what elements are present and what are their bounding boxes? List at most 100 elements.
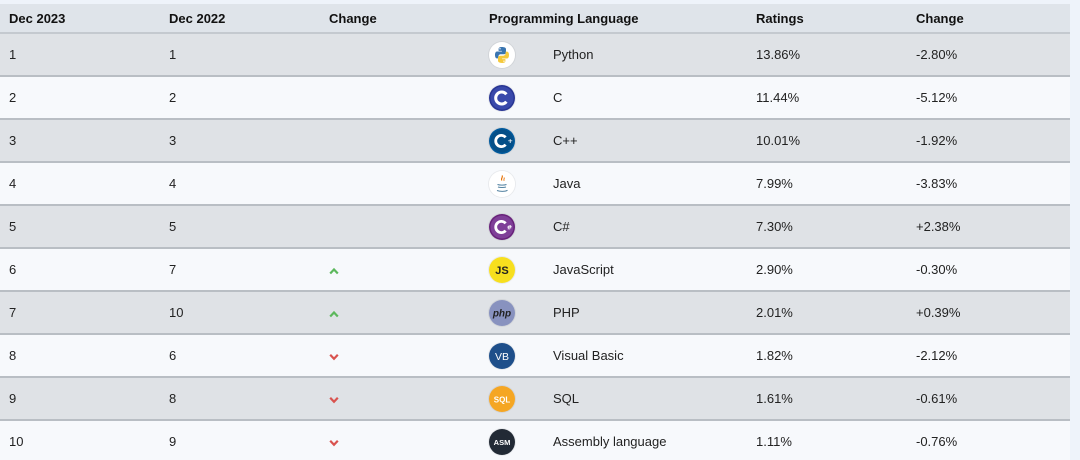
visual-basic-icon: VB [489, 342, 515, 369]
rating-change: +2.38% [907, 205, 1070, 249]
table-row: 6 7 JS JavaScript 2.90% -0.30% [0, 248, 1070, 292]
rating-value: 11.44% [747, 76, 907, 120]
java-icon [489, 170, 515, 197]
table-row: 8 6 VB Visual Basic 1.82% -2.12% [0, 334, 1070, 378]
language-icon-cell: + [480, 119, 544, 163]
rating-change: -0.61% [907, 377, 1070, 421]
rank-2022: 3 [160, 119, 320, 163]
rating-change: +0.39% [907, 291, 1070, 335]
rank-2022: 7 [160, 248, 320, 292]
language-name[interactable]: C [544, 76, 747, 120]
rating-change: -0.30% [907, 248, 1070, 292]
table-row: 1 1 Python 13.86% -2.80% [0, 33, 1070, 77]
rank-2022: 4 [160, 162, 320, 206]
language-name[interactable]: Visual Basic [544, 334, 747, 378]
table-row: 5 5 # C# 7.30% +2.38% [0, 205, 1070, 249]
arrow-down-icon [329, 439, 339, 447]
javascript-icon: JS [489, 256, 515, 283]
rating-change: -0.76% [907, 420, 1070, 460]
rank-2022: 2 [160, 76, 320, 120]
rank-2022: 1 [160, 33, 320, 77]
language-icon-cell: SQL [480, 377, 544, 421]
rating-change: -2.12% [907, 334, 1070, 378]
table-row: 4 4 Java 7.99% -3.83% [0, 162, 1070, 206]
language-name[interactable]: Java [544, 162, 747, 206]
rating-value: 10.01% [747, 119, 907, 163]
trend-cell [320, 162, 480, 206]
rating-change: -2.80% [907, 33, 1070, 77]
language-icon-cell: JS [480, 248, 544, 292]
table-row: 2 2 C 11.44% -5.12% [0, 76, 1070, 120]
header-change[interactable]: Change [320, 4, 480, 34]
language-name[interactable]: C# [544, 205, 747, 249]
arrow-up-icon [329, 267, 339, 275]
ranking-table: Dec 2023 Dec 2022 Change Programming Lan… [0, 4, 1070, 460]
svg-text:JS: JS [495, 265, 508, 277]
rank-2022: 8 [160, 377, 320, 421]
rank-2022: 9 [160, 420, 320, 460]
rank-2022: 10 [160, 291, 320, 335]
table-header-row: Dec 2023 Dec 2022 Change Programming Lan… [0, 4, 1070, 34]
table-row: 7 10 php PHP 2.01% +0.39% [0, 291, 1070, 335]
rating-value: 7.99% [747, 162, 907, 206]
assembly-icon: ASM [489, 428, 515, 455]
trend-cell [320, 119, 480, 163]
language-name[interactable]: JavaScript [544, 248, 747, 292]
c-icon [489, 84, 515, 111]
rank-2023: 7 [0, 291, 160, 335]
csharp-icon: # [489, 213, 515, 240]
language-icon-cell [480, 33, 544, 77]
trend-cell [320, 248, 480, 292]
language-icon-cell: php [480, 291, 544, 335]
language-name[interactable]: Assembly language [544, 420, 747, 460]
trend-cell [320, 33, 480, 77]
header-dec-2022[interactable]: Dec 2022 [160, 4, 320, 34]
rating-change: -3.83% [907, 162, 1070, 206]
php-icon: php [489, 299, 515, 326]
header-rating-change[interactable]: Change [907, 4, 1070, 34]
rating-value: 7.30% [747, 205, 907, 249]
rating-value: 13.86% [747, 33, 907, 77]
rank-2023: 5 [0, 205, 160, 249]
rating-value: 1.82% [747, 334, 907, 378]
language-name[interactable]: PHP [544, 291, 747, 335]
rank-2023: 2 [0, 76, 160, 120]
rank-2023: 4 [0, 162, 160, 206]
python-icon [489, 41, 515, 68]
header-dec-2023[interactable]: Dec 2023 [0, 4, 160, 34]
trend-cell [320, 334, 480, 378]
language-name[interactable]: Python [544, 33, 747, 77]
language-icon-cell [480, 162, 544, 206]
rating-change: -1.92% [907, 119, 1070, 163]
language-icon-cell: # [480, 205, 544, 249]
rating-change: -5.12% [907, 76, 1070, 120]
rating-value: 1.11% [747, 420, 907, 460]
rank-2023: 9 [0, 377, 160, 421]
rating-value: 1.61% [747, 377, 907, 421]
rank-2023: 8 [0, 334, 160, 378]
sql-icon: SQL [489, 385, 515, 412]
svg-text:+: + [508, 137, 513, 145]
language-icon-cell: VB [480, 334, 544, 378]
svg-text:ASM: ASM [494, 438, 511, 447]
language-icon-cell: ASM [480, 420, 544, 460]
cpp-icon: + [489, 127, 515, 154]
svg-text:SQL: SQL [494, 395, 511, 404]
rating-value: 2.01% [747, 291, 907, 335]
language-icon-cell [480, 76, 544, 120]
header-programming-language[interactable]: Programming Language [480, 4, 747, 34]
rank-2023: 6 [0, 248, 160, 292]
header-ratings[interactable]: Ratings [747, 4, 907, 34]
arrow-up-icon [329, 310, 339, 318]
arrow-down-icon [329, 396, 339, 404]
language-name[interactable]: SQL [544, 377, 747, 421]
svg-text:#: # [507, 223, 512, 231]
rank-2022: 5 [160, 205, 320, 249]
rank-2023: 1 [0, 33, 160, 77]
table-body: 1 1 Python 13.86% -2.80% 2 2 C 11.44% -5… [0, 33, 1070, 460]
rank-2023: 10 [0, 420, 160, 460]
language-name[interactable]: C++ [544, 119, 747, 163]
arrow-down-icon [329, 353, 339, 361]
rank-2023: 3 [0, 119, 160, 163]
trend-cell [320, 377, 480, 421]
